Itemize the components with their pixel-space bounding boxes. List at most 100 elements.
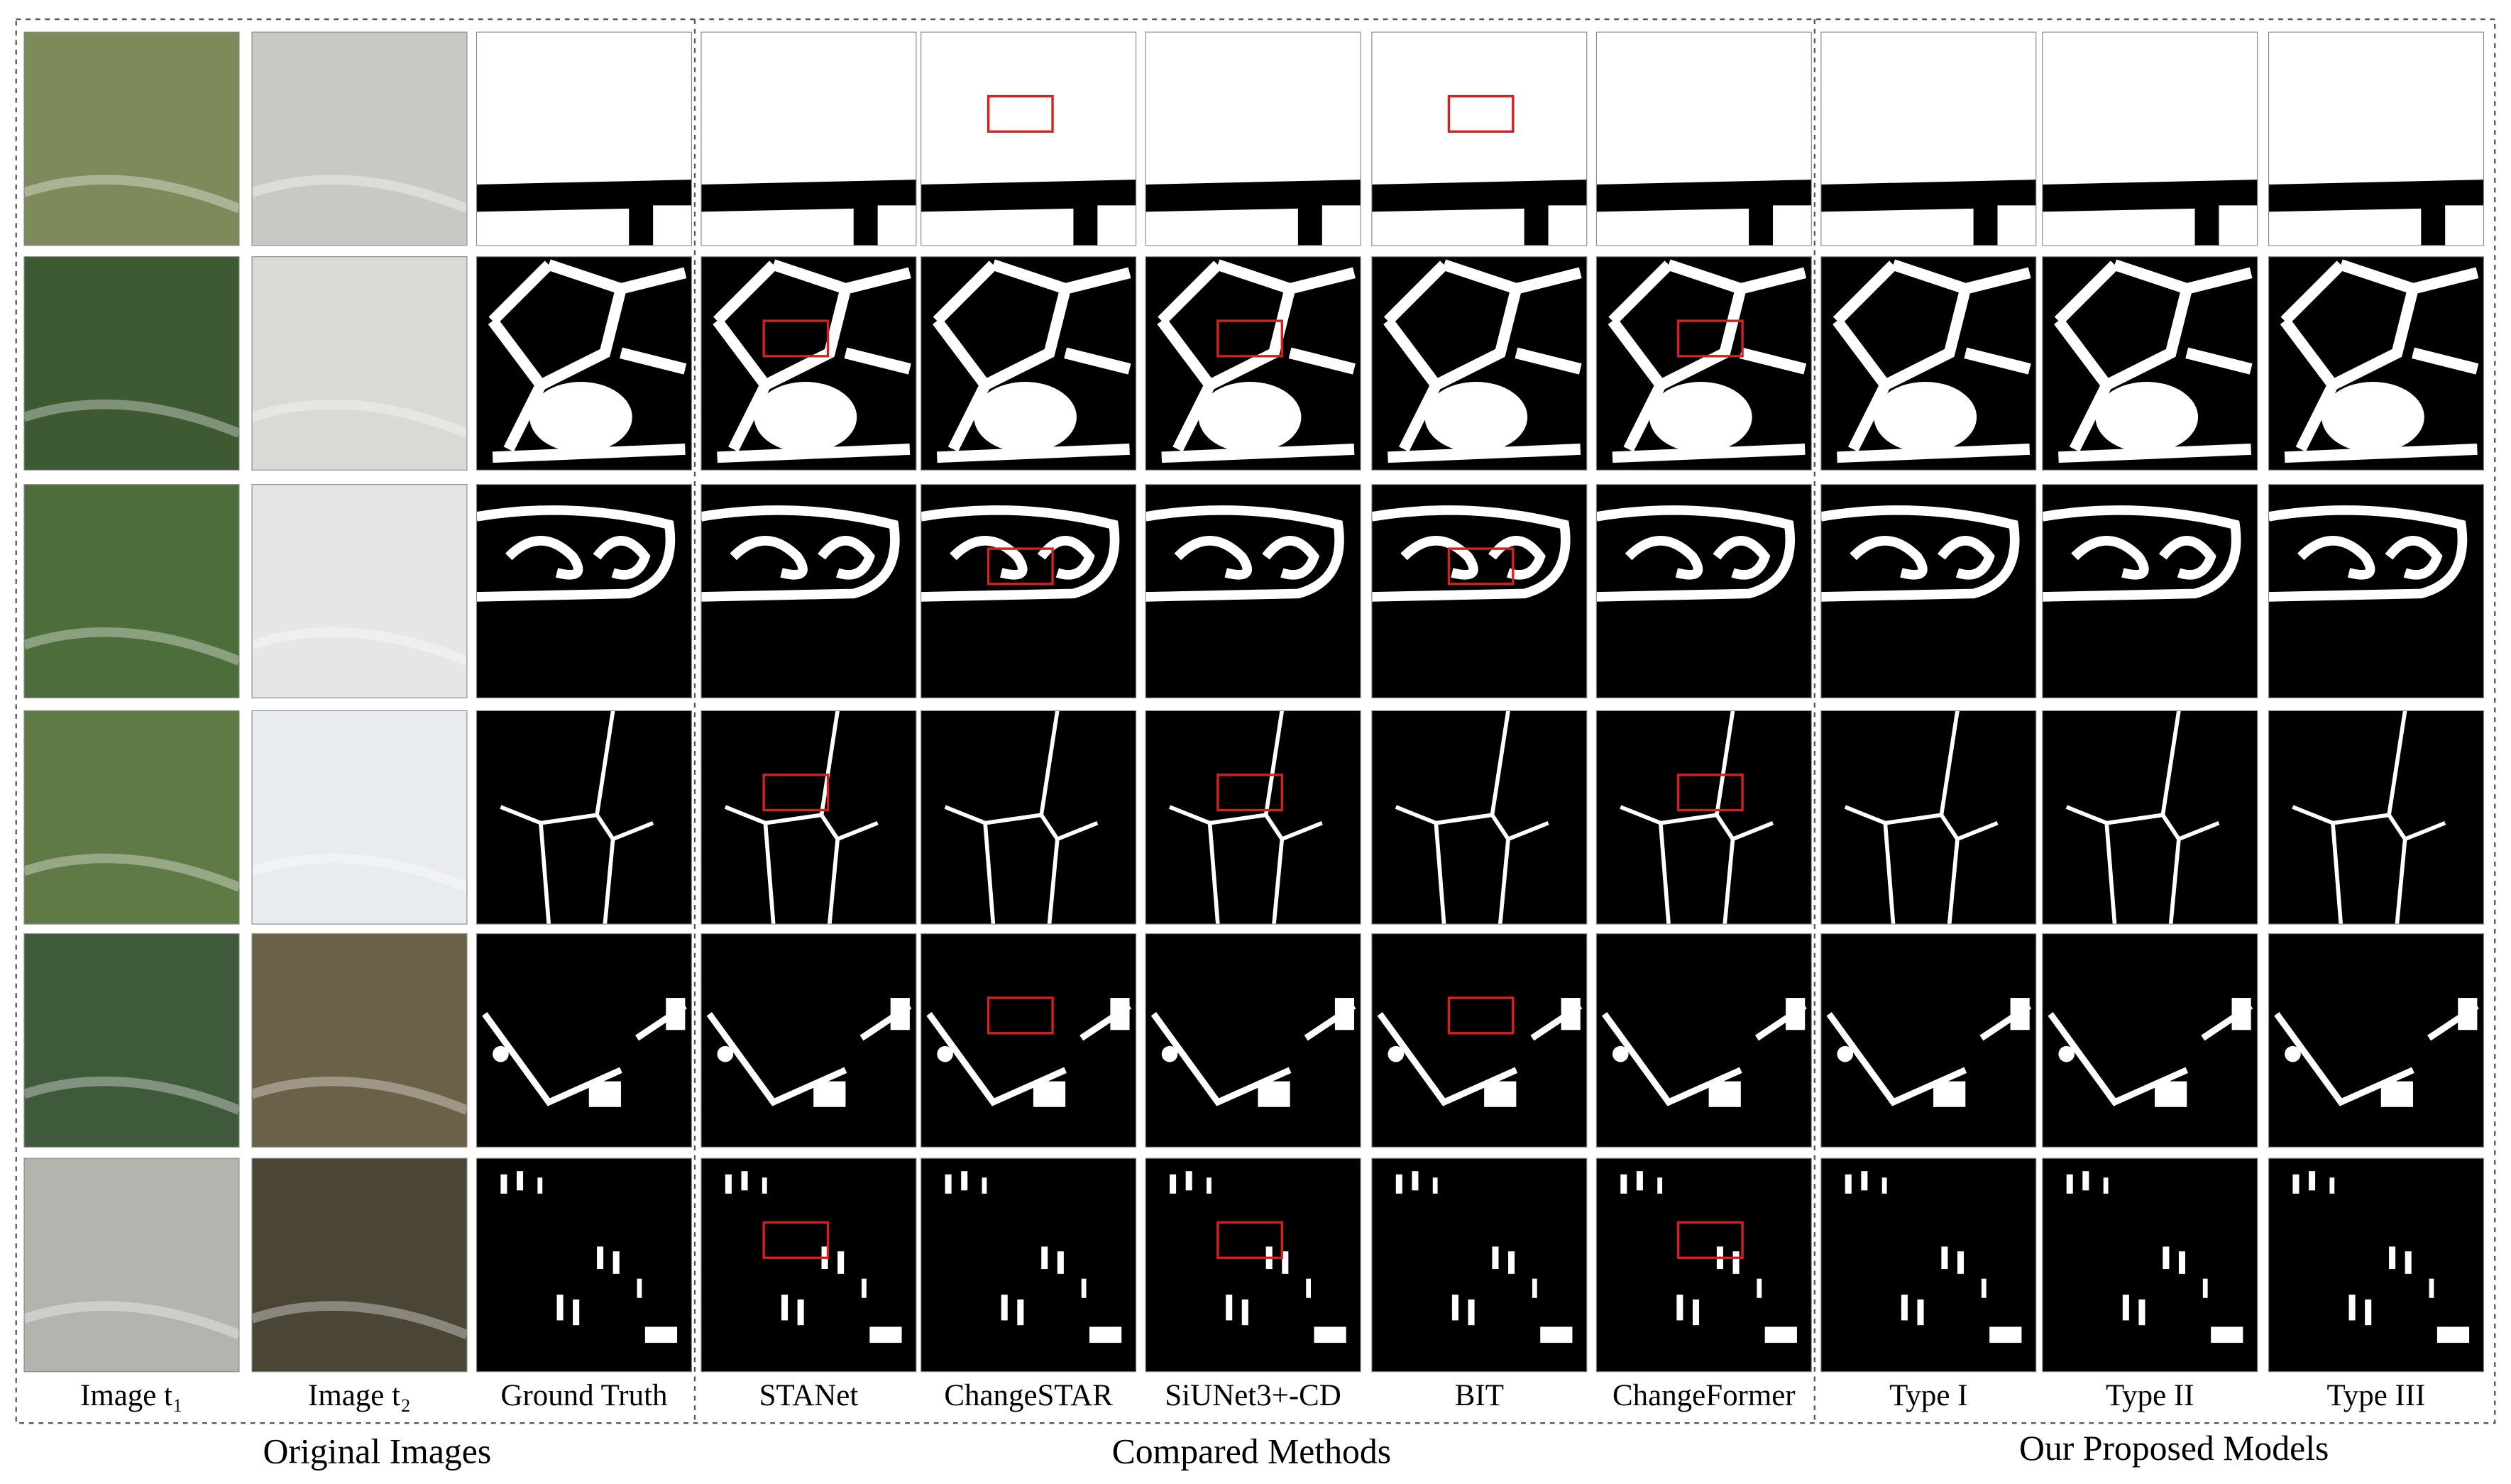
mask-region: [1649, 382, 1752, 453]
outer-frame: [15, 18, 2496, 1424]
tile-border: [1145, 933, 1361, 1148]
mask-region: [1837, 1045, 1854, 1062]
group-label: Compared Methods: [1112, 1432, 1392, 1471]
mask-region: [1532, 1278, 1537, 1298]
tile-border: [1595, 1158, 1812, 1373]
mask-region: [1314, 1326, 1346, 1343]
mask-region: [500, 1174, 507, 1194]
mask-region: [1001, 1295, 1008, 1321]
mask-region: [1395, 1174, 1402, 1194]
mask-bg: [1371, 32, 1587, 246]
mask-region: [961, 1171, 968, 1191]
mask-region: [556, 1295, 564, 1321]
photo: [24, 1158, 239, 1372]
tile: [476, 31, 692, 246]
tile: [921, 933, 1137, 1148]
tile: [921, 710, 1137, 925]
tile: [476, 484, 692, 698]
mask-region: [2329, 1177, 2335, 1194]
tile: [2041, 484, 2258, 698]
tile: [1145, 933, 1361, 1148]
mask-region: [2082, 1171, 2089, 1191]
tile: [1371, 1158, 1588, 1373]
mask-bg: [1596, 933, 1812, 1148]
tile: [250, 933, 469, 1148]
tile-border: [2268, 256, 2485, 471]
tile-border: [2268, 933, 2485, 1148]
tile: [700, 484, 917, 698]
tile: [1820, 1158, 2037, 1373]
tile: [22, 710, 241, 925]
mask-region: [1161, 1045, 1178, 1062]
tile: [476, 256, 692, 471]
mask-region: [2365, 1299, 2372, 1326]
tile-border: [476, 484, 692, 698]
mask-region: [1492, 1246, 1499, 1270]
mask-region: [2231, 998, 2251, 1030]
mask-bg: [2042, 32, 2258, 246]
column-label: Type III: [2327, 1379, 2426, 1412]
mask-region: [932, 259, 1131, 463]
tile-border: [1371, 256, 1588, 471]
tile-border: [2042, 31, 2258, 246]
mask-region: [1468, 1299, 1475, 1326]
photo: [252, 933, 467, 1148]
tile: [2268, 933, 2485, 1148]
tile: [22, 484, 241, 698]
tile-border: [700, 31, 917, 246]
tile: [1371, 31, 1588, 246]
mask-region: [1620, 1174, 1627, 1194]
mask-region: [1371, 180, 1587, 246]
mask-region: [1157, 259, 1356, 463]
mask-region: [937, 1045, 953, 1062]
photo-detail: [250, 1301, 469, 1340]
tile-border: [2268, 1158, 2485, 1373]
mask-region: [1306, 1278, 1311, 1298]
mask-region: [1395, 710, 1549, 925]
tile: [920, 484, 1137, 698]
mask-bg: [1145, 933, 1361, 1148]
mask-region: [890, 998, 910, 1030]
tile-border: [251, 256, 468, 471]
tile: [1595, 1158, 1812, 1373]
mask-bg: [700, 32, 916, 246]
mask-region: [2122, 1295, 2129, 1321]
tile: [921, 256, 1137, 471]
mask-region: [920, 505, 1120, 602]
column-label: Ground Truth: [500, 1379, 667, 1412]
tile: [1371, 710, 1588, 925]
photo: [24, 484, 239, 698]
tile-border: [23, 1158, 240, 1373]
column-label: ChangeFormer: [1612, 1379, 1796, 1412]
mask-region: [1820, 505, 2020, 602]
error-box: [762, 774, 830, 812]
tile: [22, 256, 241, 471]
mask-region: [2429, 1278, 2434, 1298]
tile-border: [700, 256, 917, 471]
mask-region: [1057, 1251, 1064, 1274]
photo: [252, 1158, 467, 1372]
mask-region: [781, 1295, 789, 1321]
tile: [700, 1158, 917, 1373]
tile: [1595, 710, 1812, 925]
tile: [1820, 933, 2037, 1148]
mask-region: [597, 1246, 604, 1270]
error-box: [1216, 1221, 1283, 1259]
mask-region: [1608, 259, 1807, 463]
mask-region: [1383, 259, 1582, 463]
tile-border: [2042, 710, 2258, 925]
tile-border: [2268, 31, 2485, 246]
tile-border: [23, 933, 240, 1148]
mask-region: [1198, 382, 1302, 453]
mask-region: [1207, 1177, 1211, 1194]
tile: [22, 1158, 241, 1373]
tile-border: [1145, 710, 1361, 925]
tile-border: [476, 1158, 692, 1373]
error-box: [1676, 774, 1744, 812]
mask-bg: [2268, 32, 2484, 246]
mask-region: [1708, 1081, 1741, 1107]
mask-region: [717, 1045, 734, 1062]
mask-bg: [2042, 933, 2258, 1148]
tile-border: [1820, 1158, 2037, 1373]
